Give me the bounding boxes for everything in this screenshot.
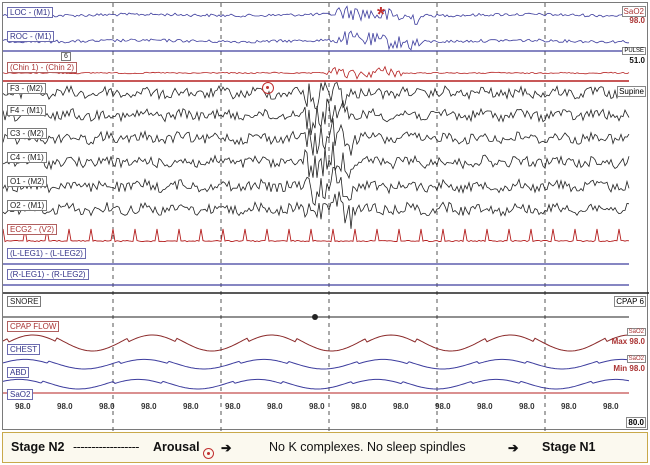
c4-trace xyxy=(3,141,630,180)
arrow-right-icon: ➔ xyxy=(221,441,232,455)
ecg-trace xyxy=(3,228,630,243)
spo2-reading: 98.0 xyxy=(99,402,115,411)
channel-label-f4: F4 - (M1) xyxy=(7,105,46,116)
spo2-reading: 98.0 xyxy=(183,402,199,411)
channel-label-f3: F3 - (M2) xyxy=(7,83,46,94)
channel-label-abd: ABD xyxy=(7,367,30,378)
caption-stage-to: Stage N1 xyxy=(542,440,596,454)
channel-label-roc: ROC - (M1) xyxy=(7,31,55,42)
o2-trace xyxy=(3,191,630,229)
channel-label-chest: CHEST xyxy=(7,344,41,355)
signal-traces xyxy=(3,3,649,431)
f4-trace xyxy=(3,98,630,136)
channel-label-o1: O1 - (M2) xyxy=(7,176,48,187)
pulse-value: 51.0 xyxy=(629,56,645,65)
channel-label-ecg: ECG2 - (V2) xyxy=(7,224,58,235)
cpap-pressure-label: CPAP 6 xyxy=(614,296,646,307)
spo2-reading: 98.0 xyxy=(435,402,451,411)
sao2-max-value: Max 98.0 xyxy=(611,337,645,346)
loc-trace xyxy=(3,5,630,25)
figure-caption: Stage N2 ------------------ Arousal ➔ No… xyxy=(2,432,648,463)
spo2-reading: 98.0 xyxy=(267,402,283,411)
f3-trace xyxy=(3,81,630,110)
chin-trace xyxy=(3,65,630,80)
channel-label-chin: (Chin 1) - (Chin 2) xyxy=(7,62,78,73)
spo2-reading: 98.0 xyxy=(561,402,577,411)
spo2-reading: 98.0 xyxy=(393,402,409,411)
sao2-small-label: SaO2 xyxy=(626,328,646,336)
spo2-reading: 98.0 xyxy=(141,402,157,411)
spo2-reading: 98.0 xyxy=(351,402,367,411)
caption-dashes: ------------------ xyxy=(73,440,139,454)
spo2-reading: 98.0 xyxy=(225,402,241,411)
abd-trace xyxy=(3,378,630,390)
arousal-bullseye-icon xyxy=(262,79,274,97)
page-number-box: 6 xyxy=(61,52,71,61)
pulse-label: PULSE xyxy=(622,47,646,55)
channel-label-sao2: SaO2 xyxy=(7,389,34,400)
caption-note: No K complexes. No sleep spindles xyxy=(269,440,466,454)
spo2-reading: 98.0 xyxy=(15,402,31,411)
sao2-value: 98.0 xyxy=(629,16,645,25)
sao2-label: SaO2 xyxy=(621,6,646,17)
chest-trace xyxy=(3,358,630,370)
o1-trace xyxy=(3,166,630,206)
spo2-reading: 98.0 xyxy=(519,402,535,411)
arrow-right-icon-2: ➔ xyxy=(508,441,519,455)
spo2-reading: 98.0 xyxy=(603,402,619,411)
snore-event-dot xyxy=(312,314,318,320)
spo2-reading: 98.0 xyxy=(309,402,325,411)
bottom-value: 80.0 xyxy=(626,417,646,428)
spo2-reading: 98.0 xyxy=(57,402,73,411)
channel-label-rleg: (R-LEG1) - (R-LEG2) xyxy=(7,269,89,280)
channel-label-c3: C3 - (M2) xyxy=(7,128,47,139)
sao2-small-label-2: SaO2 xyxy=(626,355,646,363)
channel-label-c4: C4 - (M1) xyxy=(7,152,47,163)
c3-trace xyxy=(3,118,630,156)
roc-trace xyxy=(3,30,629,51)
polysomnography-trace-panel: LOC - (M1) ROC - (M1) (Chin 1) - (Chin 2… xyxy=(2,2,649,431)
caption-stage-from: Stage N2 xyxy=(11,440,65,454)
channel-label-loc: LOC - (M1) xyxy=(7,7,53,18)
position-label: Supine xyxy=(617,86,646,97)
channel-label-cpap-flow: CPAP FLOW xyxy=(7,321,60,332)
sao2-min-value: Min 98.0 xyxy=(613,364,645,373)
channel-label-snore: SNORE xyxy=(7,296,42,307)
channel-label-o2: O2 - (M1) xyxy=(7,200,48,211)
cpap-flow-trace xyxy=(3,334,630,352)
caption-arousal: Arousal xyxy=(153,440,200,454)
arousal-asterisk-marker: * xyxy=(377,4,385,26)
spo2-reading: 98.0 xyxy=(477,402,493,411)
channel-label-lleg: (L-LEG1) - (L-LEG2) xyxy=(7,248,86,259)
